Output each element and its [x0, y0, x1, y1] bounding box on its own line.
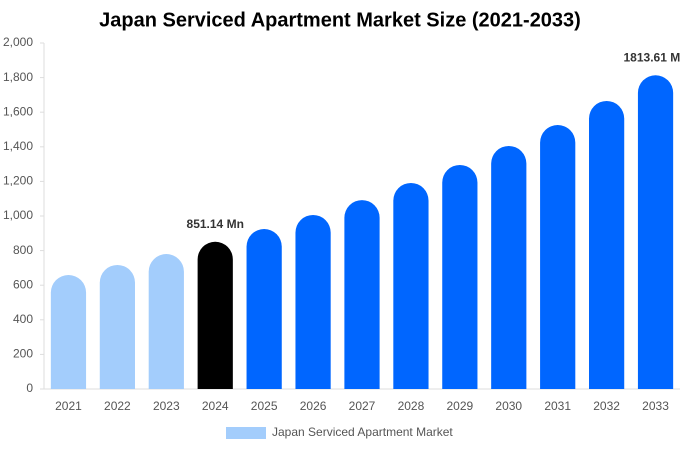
y-tick-label: 1,800	[3, 70, 33, 84]
y-tick-label: 800	[13, 243, 33, 257]
y-tick-label: 600	[13, 277, 33, 291]
y-tick-label: 1,000	[3, 208, 33, 222]
x-tick-label: 2021	[55, 399, 82, 413]
x-tick-label: 2024	[202, 399, 229, 413]
y-tick-label: 1,600	[3, 104, 33, 118]
legend-swatch	[226, 427, 266, 439]
bar	[148, 254, 184, 389]
x-tick-label: 2031	[544, 399, 571, 413]
bar	[50, 275, 87, 389]
data-label: 851.14 Mn	[187, 217, 244, 231]
x-tick-label: 2028	[398, 399, 425, 413]
bar	[589, 100, 625, 390]
y-tick-label: 1,400	[3, 139, 33, 153]
bar	[197, 241, 233, 389]
chart-title: Japan Serviced Apartment Market Size (20…	[99, 9, 581, 31]
x-tick-label: 2027	[349, 399, 376, 413]
y-tick-label: 200	[13, 347, 33, 361]
bar	[295, 214, 331, 389]
bar	[99, 264, 135, 389]
y-tick-label: 0	[26, 381, 33, 395]
x-tick-label: 2033	[642, 399, 669, 413]
y-tick-label: 1,200	[3, 174, 33, 188]
bar	[393, 182, 429, 389]
bar	[344, 200, 380, 389]
bar	[442, 164, 478, 389]
data-label: 1813.61 Mn	[624, 50, 680, 64]
x-tick-label: 2032	[593, 399, 620, 413]
bar	[540, 125, 576, 389]
y-tick-label: 400	[13, 312, 33, 326]
bar	[246, 228, 282, 389]
legend-label: Japan Serviced Apartment Market	[272, 425, 453, 439]
bar	[491, 145, 527, 389]
x-tick-label: 2029	[446, 399, 473, 413]
x-tick-label: 2030	[495, 399, 522, 413]
x-tick-label: 2022	[104, 399, 131, 413]
x-tick-label: 2023	[153, 399, 180, 413]
y-tick-label: 2,000	[3, 35, 33, 49]
x-tick-label: 2025	[251, 399, 278, 413]
bar	[637, 75, 674, 389]
x-tick-label: 2026	[300, 399, 327, 413]
